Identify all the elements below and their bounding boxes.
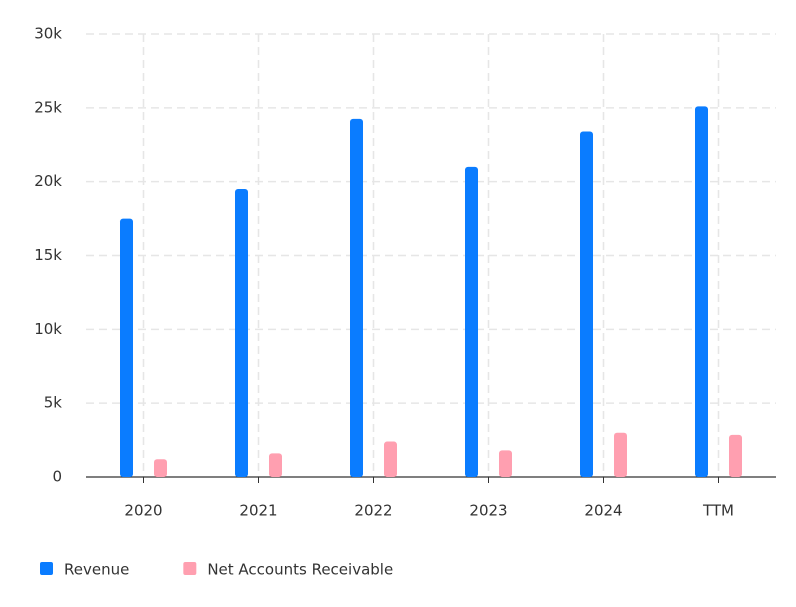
bar (729, 434, 742, 477)
bar (695, 106, 708, 478)
bar (269, 453, 282, 477)
y-tick-label: 5k (44, 394, 63, 412)
x-tick-label: 2021 (239, 502, 277, 520)
bar (580, 131, 593, 477)
legend-label: Net Accounts Receivable (207, 561, 393, 579)
bar (154, 459, 167, 477)
legend-label: Revenue (64, 561, 129, 579)
bar (614, 432, 627, 477)
y-tick-label: 25k (34, 98, 62, 116)
x-tick-label: 2020 (124, 502, 162, 520)
legend-swatch (183, 562, 197, 575)
y-tick-label: 10k (34, 320, 62, 338)
y-tick-label: 20k (34, 172, 62, 190)
bar (235, 189, 248, 478)
x-tick-label: TTM (702, 502, 734, 520)
x-tick-label: 2022 (354, 502, 392, 520)
x-tick-label: 2024 (584, 502, 622, 520)
bar (120, 218, 133, 478)
bar (499, 450, 512, 477)
bar (350, 118, 363, 478)
x-tick-label: 2023 (469, 502, 507, 520)
legend-swatch (40, 562, 53, 575)
y-tick-label: 0 (52, 468, 62, 486)
bar (465, 166, 478, 477)
y-tick-label: 15k (34, 246, 62, 264)
bar (384, 441, 397, 477)
y-tick-label: 30k (34, 25, 62, 43)
